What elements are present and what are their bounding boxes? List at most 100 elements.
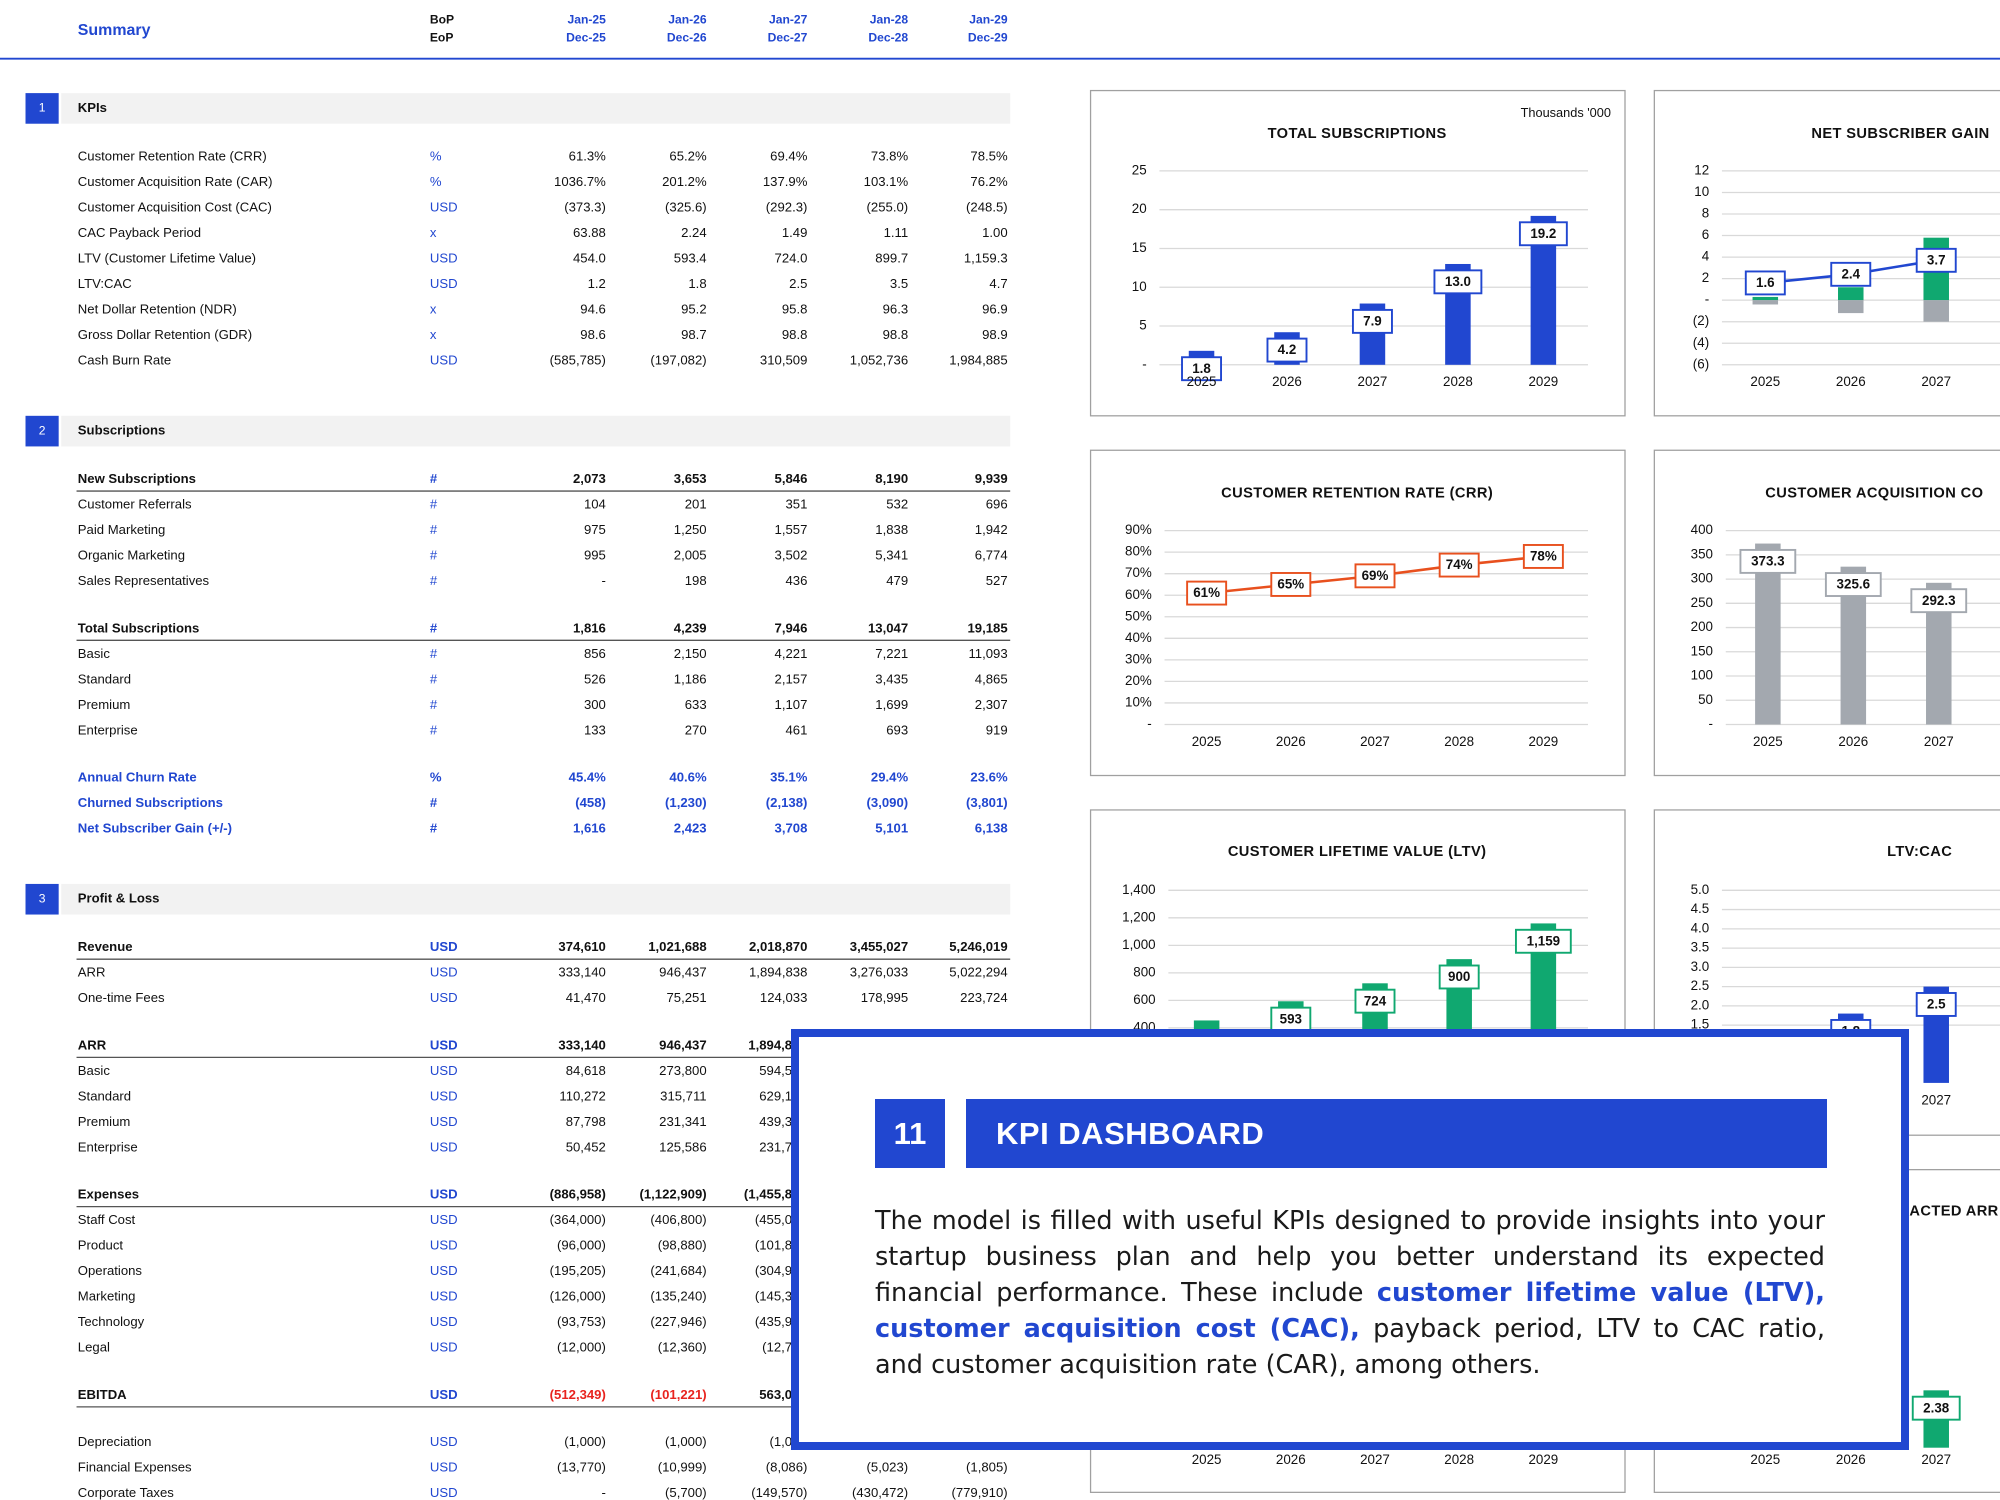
row-value: 1,021,688 [648, 939, 706, 954]
row-value: (458) [575, 795, 606, 810]
row-unit: x [430, 301, 437, 316]
row-value: 3,435 [875, 671, 908, 686]
row-value: 1.00 [982, 225, 1008, 240]
column-header: Jan-26 [668, 13, 707, 27]
value-label-box [1910, 588, 1968, 614]
row-value: 3,276,033 [850, 965, 908, 980]
row-unit: USD [430, 965, 458, 980]
section-title: Profit & Loss [78, 891, 160, 906]
row-value: 231,7 [759, 1139, 792, 1154]
row-value: 1,107 [775, 697, 808, 712]
y-tick-label: 80% [1125, 544, 1152, 559]
y-tick-label: 250 [1691, 595, 1713, 610]
row-value: 98.9 [982, 327, 1008, 342]
row-label: Enterprise [78, 722, 138, 737]
value-label-box [1270, 572, 1312, 597]
row-label: ARR [78, 1037, 107, 1052]
value-label: 78% [1530, 549, 1557, 564]
callout-text: The model is filled with useful KPIs des… [875, 1203, 1825, 1383]
row-value: 633 [685, 697, 707, 712]
y-tick-label: 800 [1133, 964, 1155, 979]
row-value: 333,140 [558, 965, 605, 980]
column-header: Jan-29 [969, 13, 1008, 27]
row-unit: USD [430, 250, 458, 265]
value-label: 1.8 [1192, 361, 1211, 376]
row-value: 4,221 [775, 646, 808, 661]
row-value: 3.5 [890, 276, 908, 291]
row-value: 5,246,019 [949, 939, 1007, 954]
value-label-box [1744, 270, 1786, 296]
row-unit: # [430, 573, 438, 588]
value-label-box [1522, 544, 1564, 569]
row-value: 96.9 [982, 301, 1008, 316]
value-label-box [1915, 992, 1957, 1017]
bar [1838, 287, 1864, 301]
row-value: 1,557 [775, 522, 808, 537]
row-value: 98.8 [883, 327, 909, 342]
row-value: (12,7 [762, 1340, 792, 1355]
row-value: 4.7 [989, 276, 1007, 291]
row-value: (13,770) [557, 1460, 606, 1475]
y-tick-label: 10% [1125, 694, 1152, 709]
eop-label: EoP [430, 30, 454, 44]
row-value: 856 [584, 646, 606, 661]
value-label: 13.0 [1445, 274, 1471, 289]
value-label-box [1354, 988, 1396, 1014]
y-tick-label: 400 [1691, 522, 1713, 537]
section-number: 3 [39, 891, 46, 905]
row-unit: # [430, 646, 438, 661]
row-value: (126,000) [550, 1289, 606, 1304]
row-unit: # [430, 497, 438, 512]
bar [1752, 300, 1779, 305]
row-value: 95.2 [681, 301, 707, 316]
row-value: 61.3% [569, 148, 607, 163]
value-label: 593 [1280, 1011, 1302, 1026]
row-value: - [601, 1485, 605, 1500]
row-value: (779,910) [951, 1485, 1007, 1500]
row-value: 5,341 [875, 548, 908, 563]
row-unit: USD [430, 1387, 458, 1402]
row-unit: # [430, 821, 438, 836]
text: The model is filled with useful KPIs des… [875, 1206, 1825, 1308]
row-label: Customer Referrals [78, 497, 192, 512]
y-tick-label: - [1709, 716, 1713, 731]
row-label: ARR [78, 965, 106, 980]
chart-title: CUSTOMER ACQUISITION CO [1765, 485, 1983, 501]
bar [1923, 300, 1949, 322]
row-value: 137.9% [763, 174, 808, 189]
row-label: Standard [78, 671, 131, 686]
row-label: Product [78, 1238, 124, 1253]
row-value: 35.1% [770, 770, 808, 785]
y-tick-label: 12 [1694, 162, 1709, 177]
row-label: Basic [78, 646, 111, 661]
row-value: 8,190 [875, 471, 908, 486]
value-label: 69% [1362, 568, 1389, 583]
row-unit: # [430, 795, 438, 810]
row-label: Total Subscriptions [78, 620, 200, 635]
x-tick-label: 2028 [1444, 1452, 1474, 1467]
row-value: 1,838 [875, 522, 908, 537]
x-tick-label: 2026 [1836, 374, 1866, 389]
row-value: 1.11 [884, 225, 909, 240]
y-tick-label: 15 [1132, 240, 1147, 255]
column-header: Dec-27 [768, 30, 808, 44]
row-label: Enterprise [78, 1139, 138, 1154]
y-tick-label: 200 [1691, 619, 1713, 634]
y-tick-label: 150 [1691, 643, 1713, 658]
row-value: 454.0 [573, 250, 606, 265]
row-unit: % [430, 148, 442, 163]
row-value: 1.8 [688, 276, 706, 291]
section-band [61, 93, 1011, 124]
row-value: 75,251 [666, 990, 706, 1005]
y-tick-label: 90% [1125, 522, 1152, 537]
row-unit: USD [430, 1289, 458, 1304]
value-label-box [1911, 1395, 1961, 1421]
x-tick-label: 2025 [1187, 374, 1217, 389]
row-unit: # [430, 522, 438, 537]
row-value: 724.0 [775, 250, 808, 265]
row-value: 1,699 [875, 697, 908, 712]
x-tick-label: 2027 [1360, 734, 1390, 749]
row-value: (101,8 [755, 1238, 792, 1253]
value-label: 74% [1446, 557, 1473, 572]
